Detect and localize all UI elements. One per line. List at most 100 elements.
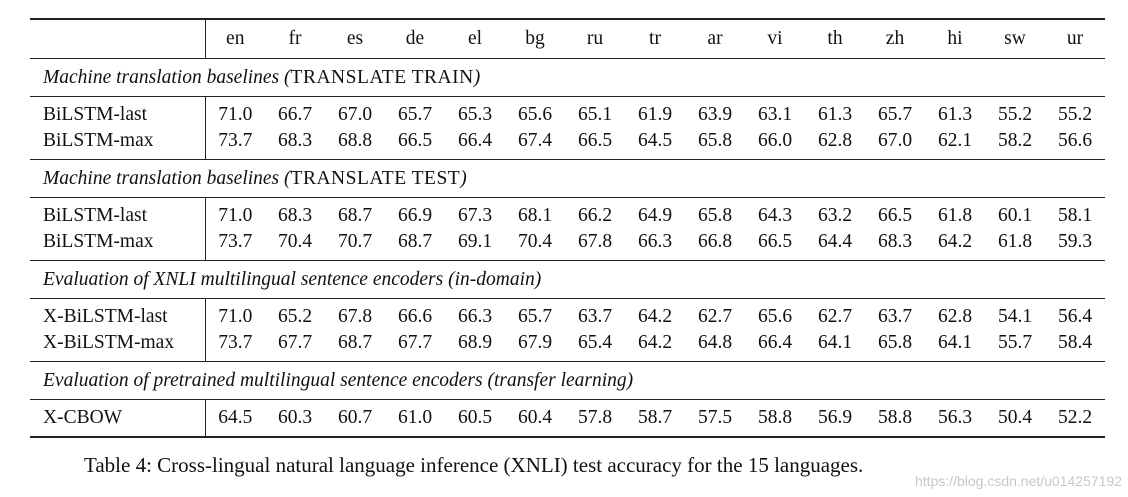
lang-header: tr <box>625 18 685 59</box>
accuracy-cell: 52.2 <box>1045 399 1105 438</box>
model-label: X-CBOW <box>30 399 206 438</box>
accuracy-cell: 56.6 <box>1057 130 1093 151</box>
accuracy-cell: 65.6 <box>517 104 553 125</box>
table-row: X-BiLSTM-max 73.7 67.7 68.7 67.7 68.9 67.9 65.4… <box>30 330 1105 362</box>
section-setting: TRANSLATE TEST <box>290 167 461 189</box>
accuracy-cell: 50.4 <box>985 399 1045 438</box>
lang-header: zh <box>865 18 925 59</box>
accuracy-cell: 65.8 <box>697 130 733 151</box>
accuracy-cell: 60.3 <box>265 399 325 438</box>
accuracy-cell: 61.0 <box>385 399 445 438</box>
accuracy-cell: 64.5 <box>637 130 673 151</box>
accuracy-cell: 66.5 <box>877 205 913 226</box>
accuracy-cell: 63.7 <box>877 306 913 327</box>
accuracy-cell: 67.3 <box>457 205 493 226</box>
accuracy-cell: 65.7 <box>877 104 913 125</box>
accuracy-cell: 64.9 <box>637 205 673 226</box>
section-title: Evaluation of XNLI multilingual sentence… <box>30 260 1105 299</box>
accuracy-cell: 65.6 <box>757 306 793 327</box>
table-row: BiLSTM-max 73.7 68.3 68.8 66.5 66.4 67.4 66.5 64… <box>30 128 1105 160</box>
accuracy-cell: 55.2 <box>997 104 1033 125</box>
accuracy-cell: 62.7 <box>697 306 733 327</box>
accuracy-cell: 64.3 <box>757 205 793 226</box>
accuracy-cell: 68.3 <box>277 205 313 226</box>
accuracy-cell: 65.4 <box>577 332 613 353</box>
accuracy-cell: 66.3 <box>457 306 493 327</box>
accuracy-cell: 61.8 <box>937 205 973 226</box>
accuracy-cell: 62.1 <box>937 130 973 151</box>
section-title: Machine translation baselines (TRANSLATE… <box>30 159 1105 198</box>
section-header-row: Evaluation of XNLI multilingual sentence… <box>30 260 1105 299</box>
accuracy-cell: 67.7 <box>397 332 433 353</box>
accuracy-cell: 67.8 <box>577 231 613 252</box>
accuracy-cell: 65.8 <box>877 332 913 353</box>
lang-header: en <box>205 18 265 59</box>
lang-header: fr <box>265 18 325 59</box>
accuracy-cell: 62.7 <box>817 306 853 327</box>
lang-header: el <box>445 18 505 59</box>
section-title: Evaluation of pretrained multilingual se… <box>30 361 1105 400</box>
accuracy-cell: 66.2 <box>577 205 613 226</box>
accuracy-cell: 55.2 <box>1057 104 1093 125</box>
accuracy-cell: 70.7 <box>337 231 373 252</box>
accuracy-cell: 66.6 <box>397 306 433 327</box>
accuracy-cell: 56.9 <box>805 399 865 438</box>
accuracy-cell: 63.7 <box>577 306 613 327</box>
accuracy-cell: 66.5 <box>397 130 433 151</box>
accuracy-cell: 60.4 <box>505 399 565 438</box>
accuracy-cell: 68.3 <box>877 231 913 252</box>
accuracy-cell: 68.1 <box>517 205 553 226</box>
accuracy-cell: 65.7 <box>517 306 553 327</box>
accuracy-cell: 59.3 <box>1057 231 1093 252</box>
accuracy-cell: 67.7 <box>277 332 313 353</box>
accuracy-cell: 73.7 <box>218 130 253 151</box>
accuracy-cell: 67.0 <box>337 104 373 125</box>
lang-header: de <box>385 18 445 59</box>
accuracy-cell: 67.9 <box>517 332 553 353</box>
accuracy-cell: 63.2 <box>817 205 853 226</box>
accuracy-cell: 55.7 <box>997 332 1033 353</box>
accuracy-cell: 73.7 <box>218 231 253 252</box>
table-caption: Table 4: Cross-lingual natural language … <box>84 453 864 477</box>
lang-header: es <box>325 18 385 59</box>
section-header-row: Machine translation baselines (TRANSLATE… <box>30 159 1105 198</box>
accuracy-cell: 64.2 <box>937 231 973 252</box>
accuracy-cell: 57.8 <box>565 399 625 438</box>
accuracy-cell: 64.1 <box>817 332 853 353</box>
accuracy-cell: 56.3 <box>925 399 985 438</box>
table-row: X-CBOW 64.5 60.3 60.7 61.0 60.5 60.4 57.8 58.7 57… <box>30 399 1105 438</box>
model-label: BiLSTM-max <box>30 128 206 160</box>
accuracy-cell: 65.7 <box>397 104 433 125</box>
model-label: BiLSTM-last <box>30 197 206 229</box>
language-header-row: en fr es de el bg ru tr ar vi th zh hi s… <box>30 18 1105 59</box>
lang-header: th <box>805 18 865 59</box>
accuracy-cell: 62.8 <box>937 306 973 327</box>
accuracy-cell: 63.1 <box>757 104 793 125</box>
accuracy-cell: 58.2 <box>997 130 1033 151</box>
accuracy-cell: 58.1 <box>1057 205 1093 226</box>
accuracy-cell: 64.4 <box>817 231 853 252</box>
accuracy-cell: 61.9 <box>637 104 673 125</box>
accuracy-cell: 65.8 <box>697 205 733 226</box>
model-label: BiLSTM-last <box>30 96 206 128</box>
accuracy-cell: 61.8 <box>997 231 1033 252</box>
accuracy-cell: 70.4 <box>517 231 553 252</box>
results-table-body: Machine translation baselines (TRANSLATE… <box>30 58 1105 438</box>
watermark-text: https://blog.csdn.net/u014257192 <box>914 473 1122 489</box>
accuracy-cell: 64.1 <box>937 332 973 353</box>
accuracy-cell: 58.8 <box>865 399 925 438</box>
accuracy-cell: 68.7 <box>337 205 373 226</box>
accuracy-cell: 63.9 <box>697 104 733 125</box>
accuracy-cell: 68.9 <box>457 332 493 353</box>
accuracy-cell: 66.9 <box>397 205 433 226</box>
section-title: Machine translation baselines (TRANSLATE… <box>30 58 1105 97</box>
accuracy-cell: 71.0 <box>218 306 253 327</box>
accuracy-cell: 57.5 <box>685 399 745 438</box>
accuracy-cell: 66.7 <box>277 104 313 125</box>
lang-header: bg <box>505 18 565 59</box>
accuracy-cell: 64.2 <box>637 306 673 327</box>
model-label: BiLSTM-max <box>30 229 206 261</box>
table-row: BiLSTM-last 71.0 66.7 67.0 65.7 65.3 65.6 65.1 6… <box>30 96 1105 128</box>
accuracy-cell: 66.4 <box>457 130 493 151</box>
section-header-row: Machine translation baselines (TRANSLATE… <box>30 58 1105 97</box>
